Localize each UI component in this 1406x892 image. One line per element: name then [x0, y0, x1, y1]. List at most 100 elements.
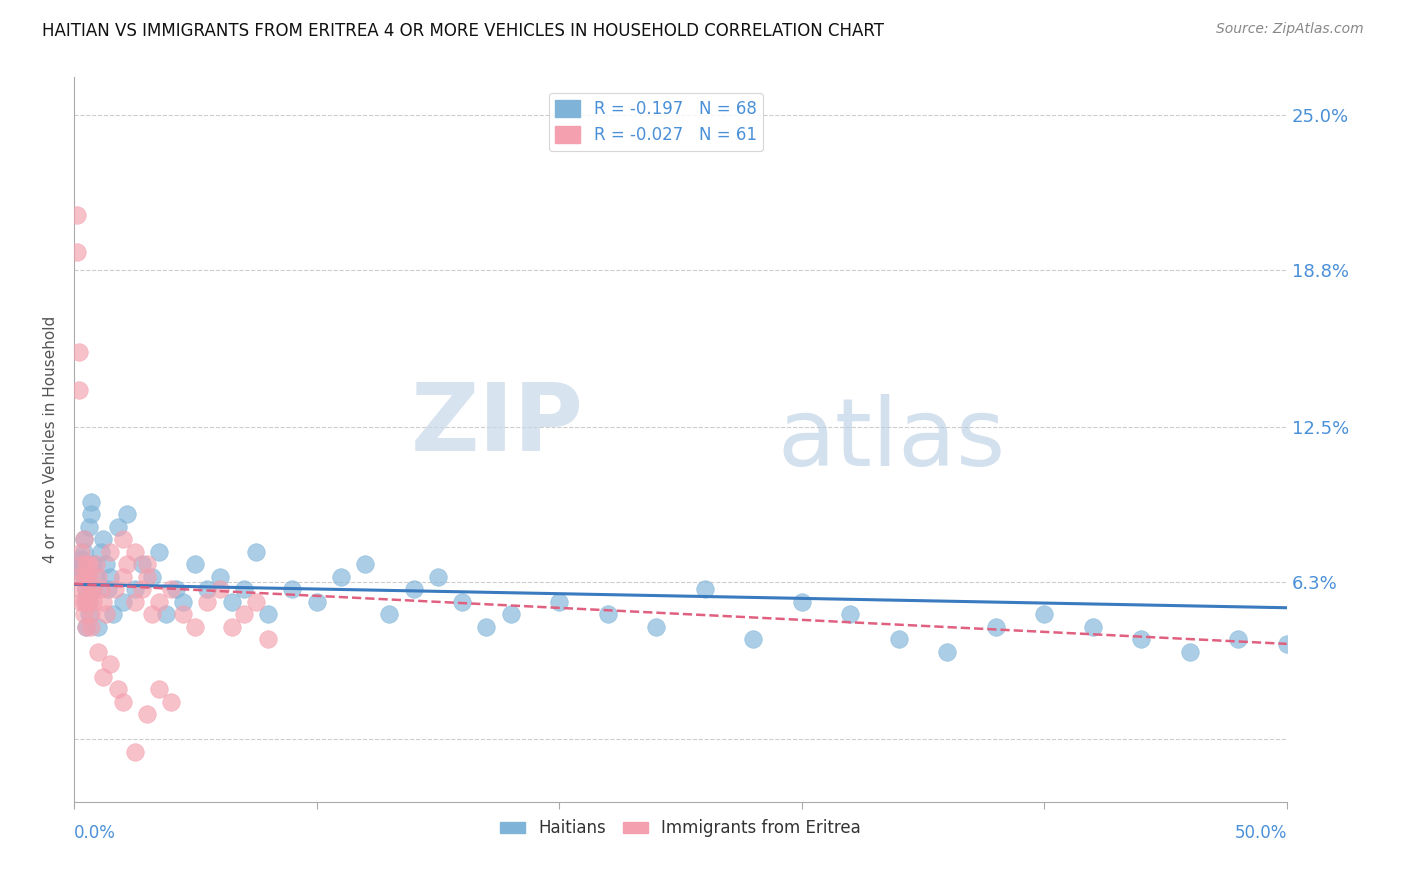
Point: [73, 533, 96, 547]
Point: [65, 245, 87, 260]
Point: [77, 520, 100, 534]
Point: [73, 570, 96, 584]
Point: [160, 695, 183, 709]
Point: [693, 582, 716, 597]
Point: [305, 595, 328, 609]
Point: [73, 570, 96, 584]
Point: [596, 607, 619, 622]
Text: ZIP: ZIP: [411, 379, 583, 471]
Point: [135, 570, 157, 584]
Point: [75, 582, 97, 597]
Point: [790, 595, 813, 609]
Point: [111, 533, 134, 547]
Point: [80, 607, 103, 622]
Point: [67, 383, 90, 397]
Point: [221, 595, 243, 609]
Point: [172, 607, 194, 622]
Point: [111, 695, 134, 709]
Point: [499, 607, 522, 622]
Point: [80, 620, 103, 634]
Point: [155, 607, 177, 622]
Point: [426, 570, 449, 584]
Point: [75, 620, 97, 634]
Point: [100, 545, 122, 559]
Point: [131, 558, 153, 572]
Point: [451, 595, 474, 609]
Point: [67, 558, 90, 572]
Point: [107, 682, 129, 697]
Point: [90, 582, 112, 597]
Point: [94, 607, 117, 622]
Point: [77, 595, 100, 609]
Point: [1081, 620, 1104, 634]
Point: [70, 595, 93, 609]
Point: [1227, 632, 1250, 647]
Point: [1033, 607, 1056, 622]
Point: [1178, 645, 1201, 659]
Point: [100, 657, 122, 672]
Point: [70, 545, 93, 559]
Point: [887, 632, 910, 647]
Point: [75, 558, 97, 572]
Point: [197, 595, 219, 609]
Point: [245, 595, 267, 609]
Point: [87, 620, 110, 634]
Legend: Haitians, Immigrants from Eritrea: Haitians, Immigrants from Eritrea: [494, 813, 868, 844]
Point: [402, 582, 425, 597]
Point: [257, 632, 280, 647]
Point: [94, 558, 117, 572]
Point: [73, 533, 96, 547]
Point: [208, 570, 231, 584]
Point: [75, 620, 97, 634]
Point: [73, 595, 96, 609]
Point: [73, 545, 96, 559]
Text: Source: ZipAtlas.com: Source: ZipAtlas.com: [1216, 22, 1364, 37]
Point: [91, 670, 114, 684]
Point: [936, 645, 959, 659]
Point: [232, 582, 254, 597]
Point: [172, 595, 194, 609]
Point: [104, 582, 127, 597]
Point: [75, 570, 97, 584]
Point: [124, 595, 146, 609]
Point: [70, 562, 93, 576]
Point: [1130, 632, 1153, 647]
Text: atlas: atlas: [778, 393, 1005, 485]
Point: [75, 582, 97, 597]
Point: [221, 620, 243, 634]
Point: [67, 345, 90, 359]
Point: [148, 682, 170, 697]
Point: [82, 558, 104, 572]
Point: [82, 595, 104, 609]
Point: [354, 558, 377, 572]
Point: [101, 607, 124, 622]
Point: [135, 707, 157, 722]
Point: [475, 620, 498, 634]
Text: 50.0%: 50.0%: [1234, 824, 1286, 842]
Point: [124, 745, 146, 759]
Text: 0.0%: 0.0%: [75, 824, 115, 842]
Point: [117, 558, 139, 572]
Point: [80, 582, 103, 597]
Point: [90, 545, 112, 559]
Point: [70, 552, 93, 566]
Point: [65, 208, 87, 222]
Point: [197, 582, 219, 597]
Point: [107, 520, 129, 534]
Point: [75, 570, 97, 584]
Point: [77, 595, 100, 609]
Point: [232, 607, 254, 622]
Text: HAITIAN VS IMMIGRANTS FROM ERITREA 4 OR MORE VEHICLES IN HOUSEHOLD CORRELATION C: HAITIAN VS IMMIGRANTS FROM ERITREA 4 OR …: [42, 22, 884, 40]
Point: [73, 607, 96, 622]
Point: [67, 570, 90, 584]
Y-axis label: 4 or more Vehicles in Household: 4 or more Vehicles in Household: [44, 316, 58, 563]
Point: [91, 595, 114, 609]
Point: [257, 607, 280, 622]
Point: [91, 533, 114, 547]
Point: [245, 545, 267, 559]
Point: [111, 595, 134, 609]
Point: [84, 558, 107, 572]
Point: [80, 508, 103, 522]
Point: [148, 545, 170, 559]
Point: [124, 582, 146, 597]
